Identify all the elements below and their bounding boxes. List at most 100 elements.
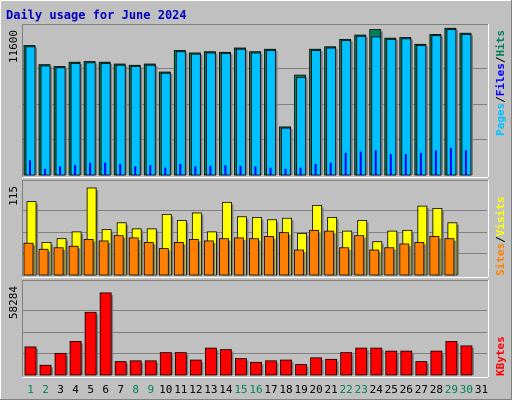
day-label-6: 6	[102, 383, 109, 396]
kbytes-bar-day-12	[189, 359, 202, 376]
sites-bar-day-9	[143, 242, 154, 276]
kbytes-bar-day-7	[114, 361, 127, 376]
day-label-3: 3	[57, 383, 64, 396]
day-label-26: 26	[400, 383, 413, 396]
kbytes-bar-day-27	[415, 361, 428, 376]
files-bar-day-18	[284, 168, 287, 175]
legend-entry-hits: Hits	[494, 30, 507, 57]
pages-bar-day-1	[25, 46, 36, 176]
pages-bar-day-17	[266, 50, 276, 176]
pages-bar-day-12	[190, 53, 201, 176]
day-label-23: 23	[355, 383, 368, 396]
kbytes-bar-day-9	[144, 360, 157, 376]
sites-bar-day-8	[128, 237, 139, 276]
legend-entry-pages: Pages	[494, 103, 507, 136]
files-bar-day-7	[119, 163, 122, 175]
legend-entry-visits: Visits	[494, 197, 507, 237]
sites-bar-day-10	[158, 248, 169, 276]
files-bar-day-6	[104, 162, 107, 175]
kbytes-bar-day-15	[235, 358, 247, 376]
files-bar-day-29	[449, 147, 452, 175]
files-bar-day-26	[404, 154, 407, 175]
files-bar-day-22	[344, 152, 347, 175]
legend-panel-2: Sites/Visits	[494, 197, 507, 277]
legend-entry-kbytes: KBytes	[494, 336, 507, 376]
files-bar-day-9	[149, 165, 152, 175]
sites-bar-day-15	[234, 237, 244, 276]
files-bar-day-25	[389, 154, 392, 175]
pages-bar-day-16	[251, 52, 261, 176]
ymax-label-panel-2: 115	[7, 186, 20, 206]
sites-bar-day-18	[279, 232, 289, 276]
files-bar-day-21	[329, 162, 332, 175]
kbytes-bar-day-16	[250, 361, 262, 376]
kbytes-bar-day-23	[355, 347, 368, 376]
kbytes-bar-day-11	[174, 352, 187, 376]
files-bar-day-1	[29, 160, 31, 175]
day-label-25: 25	[385, 383, 398, 396]
day-label-28: 28	[430, 383, 443, 396]
day-label-4: 4	[72, 383, 79, 396]
legend-separator: /	[494, 56, 507, 63]
sites-bar-day-7	[113, 235, 124, 276]
day-label-11: 11	[174, 383, 187, 396]
pages-bar-day-20	[311, 50, 322, 176]
chart-panels: 1 2 3 4 5 6 7 8 9 10 11 12 13 14 15 16 17 18 19 20 21 22 23 24 2…	[7, 24, 507, 396]
pages-bar-day-9	[145, 64, 156, 176]
files-bar-day-27	[419, 152, 422, 175]
pages-bar-day-14	[221, 53, 231, 176]
files-bar-day-30	[464, 150, 467, 175]
pages-bar-day-5	[85, 62, 96, 176]
files-bar-day-4	[74, 165, 77, 175]
day-label-9: 9	[147, 383, 154, 396]
files-bar-day-11	[179, 163, 182, 175]
pages-bar-day-7	[115, 64, 126, 176]
day-label-14: 14	[219, 383, 233, 396]
legend-panel-3: KBytes	[494, 336, 507, 376]
pages-bar-day-6	[100, 63, 111, 176]
pages-bar-day-2	[40, 65, 51, 176]
legend-entry-files: Files	[494, 63, 507, 96]
kbytes-bar-day-6	[99, 292, 112, 376]
kbytes-bar-day-17	[265, 360, 277, 376]
pages-bar-day-13	[205, 52, 216, 176]
day-label-20: 20	[309, 383, 322, 396]
pages-bar-day-10	[160, 72, 171, 176]
kbytes-bar-day-13	[204, 347, 217, 376]
files-bar-day-14	[224, 165, 227, 175]
kbytes-bar-day-2	[39, 364, 52, 376]
sites-bar-day-27	[414, 242, 425, 276]
sites-bar-day-14	[219, 238, 229, 276]
day-label-2: 2	[42, 383, 49, 396]
sites-bar-day-5	[83, 239, 94, 276]
files-bar-day-17	[269, 167, 272, 175]
files-bar-day-28	[434, 150, 437, 175]
pages-bar-day-15	[236, 48, 246, 176]
sites-bar-day-24	[369, 249, 380, 276]
files-bar-day-3	[59, 166, 62, 175]
kbytes-bar-day-20	[310, 357, 323, 376]
day-label-7: 7	[117, 383, 124, 396]
sites-bar-day-3	[53, 247, 64, 276]
ymax-label-panel-3: 58284	[7, 286, 20, 319]
kbytes-bar-day-18	[280, 359, 292, 376]
day-label-5: 5	[87, 383, 94, 396]
legend-panel-1: Pages/Files/Hits	[494, 30, 507, 136]
kbytes-bar-day-26	[400, 350, 413, 376]
sites-bar-day-28	[429, 236, 440, 276]
kbytes-bar-day-22	[340, 352, 353, 376]
kbytes-bar-day-21	[325, 358, 338, 376]
kbytes-bar-day-19	[295, 364, 307, 376]
day-label-15: 15	[234, 383, 247, 396]
pages-bar-day-8	[130, 66, 141, 176]
kbytes-bar-day-29	[445, 341, 458, 376]
sites-bar-day-25	[384, 247, 395, 276]
sites-bar-day-13	[203, 240, 214, 276]
legend-separator: /	[494, 96, 507, 103]
kbytes-bar-day-5	[84, 311, 97, 376]
day-label-10: 10	[159, 383, 172, 396]
kbytes-bar-day-25	[385, 350, 398, 376]
day-label-27: 27	[415, 383, 428, 396]
pages-bar-day-21	[326, 47, 337, 176]
